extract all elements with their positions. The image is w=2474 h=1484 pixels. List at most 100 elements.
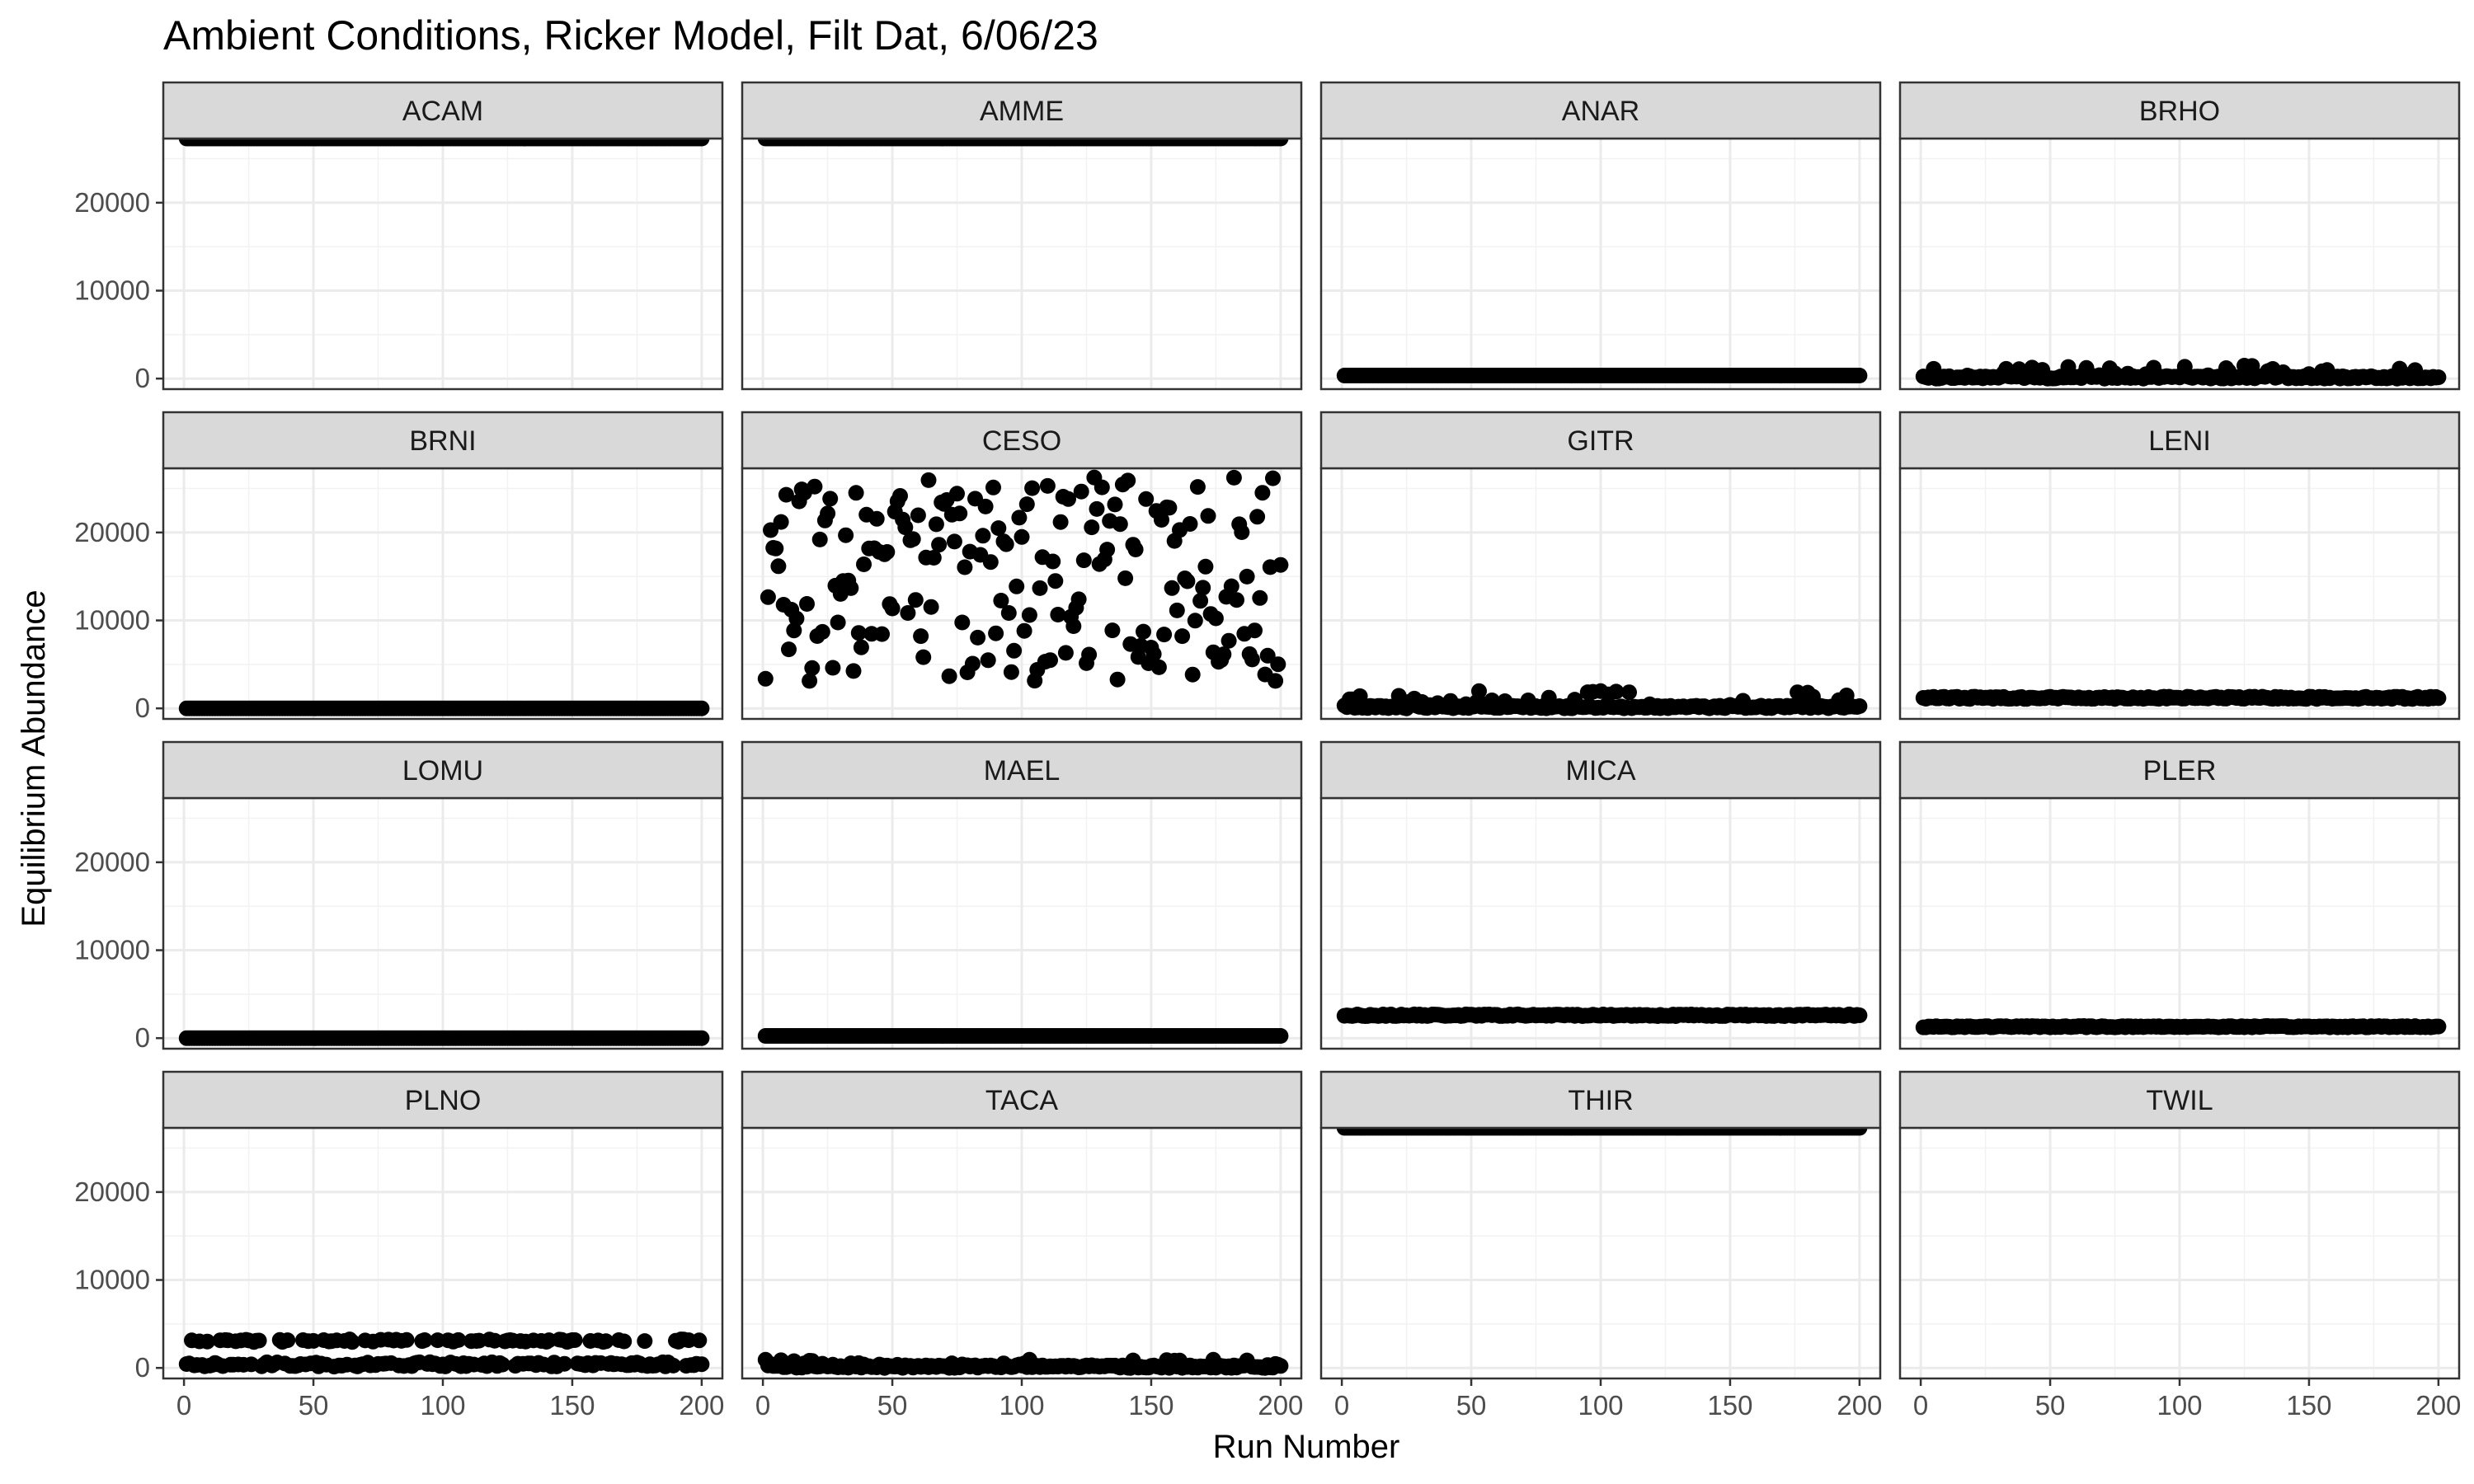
data-point — [1021, 607, 1037, 623]
data-point — [825, 660, 841, 676]
data-point — [946, 533, 962, 550]
data-point — [1138, 491, 1155, 507]
facet-panel-leni: LENI — [1898, 411, 2461, 721]
data-point — [814, 623, 830, 640]
data-point — [788, 610, 805, 627]
facet-panel-plno: PLNO 0 10000 20000 0 50 100 150 200 — [74, 1070, 724, 1421]
y-tick-label: 0 — [135, 363, 150, 393]
data-point — [1244, 651, 1260, 668]
y-tick-label: 20000 — [74, 1176, 150, 1207]
x-tick-label: 200 — [679, 1390, 724, 1421]
data-point — [975, 528, 991, 544]
facet-strip — [162, 411, 724, 470]
data-point — [2430, 369, 2447, 386]
data-point — [773, 514, 789, 530]
data-point — [1268, 673, 1284, 689]
data-point — [905, 531, 921, 547]
data-point — [1006, 642, 1023, 659]
y-tick-label: 20000 — [74, 517, 150, 547]
facet-strip — [1898, 81, 2461, 140]
y-axis-title: Equilibrium Abundance — [16, 589, 52, 927]
data-point — [251, 1332, 267, 1349]
data-point — [838, 527, 854, 543]
x-tick-label: 50 — [877, 1390, 908, 1421]
data-point — [949, 486, 965, 502]
data-point — [1065, 618, 1082, 634]
data-point — [1216, 646, 1232, 663]
data-point — [804, 660, 821, 676]
data-point — [990, 520, 1007, 537]
data-point — [913, 628, 929, 645]
data-point — [1259, 647, 1276, 664]
facet-strip-label: MICA — [1566, 755, 1636, 787]
data-point — [822, 491, 839, 507]
facet-strip-label: BRNI — [409, 425, 476, 457]
data-point — [1197, 558, 1214, 575]
facet-strip-label: BRHO — [2139, 96, 2220, 127]
facet-panel-twil: TWIL 0 50 100 150 200 — [1898, 1070, 2461, 1421]
data-point — [344, 1334, 360, 1350]
data-point — [1272, 1028, 1289, 1044]
facet-strip — [162, 740, 724, 800]
x-tick-label: 150 — [1128, 1390, 1174, 1421]
facet-strip — [1898, 1070, 2461, 1129]
data-point — [1851, 1007, 1868, 1023]
data-point — [957, 559, 973, 575]
data-point — [884, 600, 901, 617]
facet-strip-label: CESO — [982, 425, 1061, 457]
facet-panel-ceso: CESO — [741, 411, 1303, 721]
x-tick-label: 100 — [420, 1390, 465, 1421]
x-tick-label: 100 — [1578, 1390, 1623, 1421]
data-point — [567, 1332, 583, 1348]
data-point — [1234, 524, 1250, 540]
data-point — [760, 589, 776, 605]
data-point — [1018, 496, 1035, 513]
data-point — [1471, 683, 1487, 699]
data-point — [1207, 610, 1224, 627]
data-point — [1011, 510, 1028, 526]
facet-panel-amme: AMME — [741, 81, 1303, 391]
data-point — [1270, 656, 1286, 673]
data-point — [1042, 652, 1058, 669]
facet-panel-acam: ACAM 0 10000 20000 — [74, 81, 724, 393]
data-point — [1161, 500, 1178, 516]
data-point — [1099, 542, 1116, 558]
data-point — [665, 1357, 681, 1374]
y-tick-label: 0 — [135, 1022, 150, 1053]
data-point — [2430, 690, 2447, 707]
data-point — [1169, 602, 1185, 618]
data-point — [1223, 578, 1239, 594]
data-point — [1229, 592, 1244, 608]
data-point — [931, 537, 948, 553]
data-point — [1089, 500, 1105, 517]
data-point — [450, 1331, 467, 1348]
facet-strip-label: TACA — [985, 1085, 1058, 1116]
y-tick-label: 20000 — [74, 847, 150, 877]
data-point — [1104, 622, 1121, 639]
x-tick-label: 50 — [1456, 1390, 1487, 1421]
data-point — [1221, 632, 1237, 649]
x-tick-label: 200 — [1258, 1390, 1303, 1421]
data-point — [2430, 1018, 2447, 1035]
data-point — [802, 673, 818, 689]
data-point — [1070, 591, 1087, 608]
x-tick-label: 0 — [176, 1390, 191, 1421]
facet-panel-mica: MICA — [1319, 740, 1882, 1050]
x-tick-label: 50 — [299, 1390, 329, 1421]
data-point — [1061, 491, 1076, 507]
data-point — [1195, 580, 1211, 596]
data-point — [820, 505, 836, 522]
facet-panel-brni: BRNI 0 10000 20000 — [74, 411, 724, 723]
data-point — [1127, 542, 1144, 557]
data-point — [850, 625, 867, 641]
data-point — [799, 596, 815, 612]
data-point — [598, 1333, 614, 1350]
facet-strip-label: THIR — [1568, 1085, 1633, 1116]
data-point — [977, 498, 994, 514]
y-tick-label: 10000 — [74, 275, 150, 306]
data-point — [1239, 568, 1255, 585]
data-point — [1187, 613, 1203, 629]
facet-strip — [741, 411, 1303, 470]
